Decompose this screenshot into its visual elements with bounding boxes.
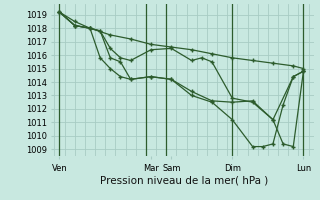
X-axis label: Pression niveau de la mer( hPa ): Pression niveau de la mer( hPa ) [100,175,268,185]
